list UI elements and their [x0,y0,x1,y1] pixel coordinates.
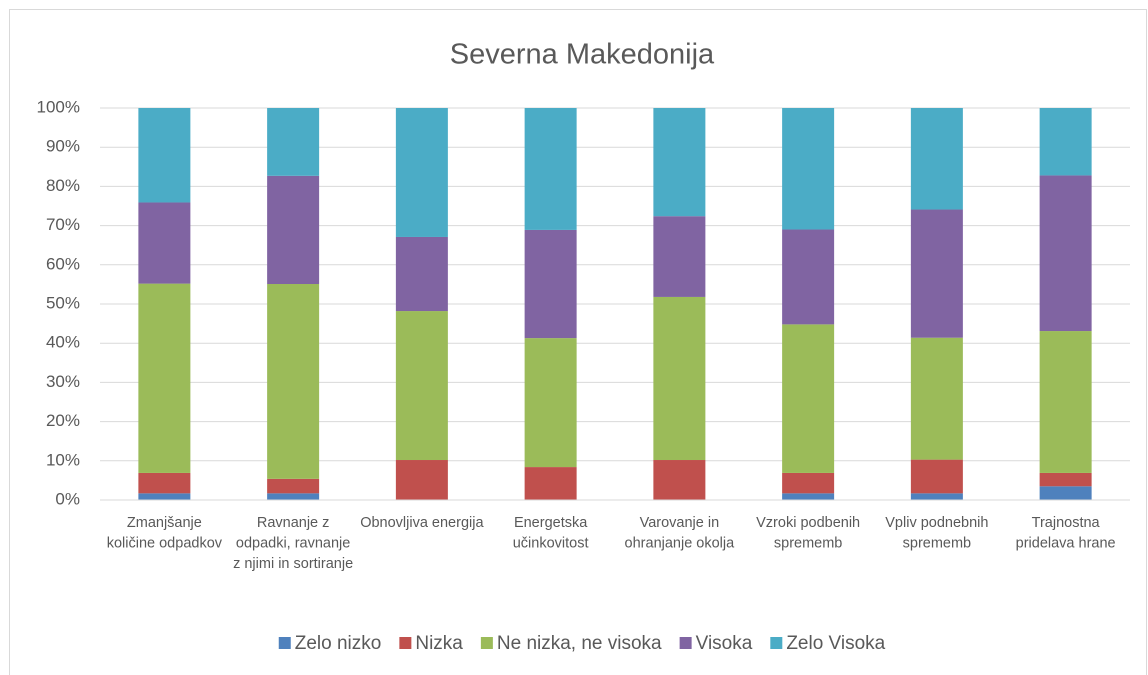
legend-label: Visoka [696,633,753,654]
bar-segment [267,493,320,500]
x-tick-label: Vpliv podnebnih sprememb [885,515,988,552]
bar-segment [782,324,835,473]
x-tick-label-line: sprememb [774,535,843,551]
bar-segment [653,108,706,217]
bar-segment [1039,472,1092,487]
bar-segment [910,108,963,210]
legend-item: Zelo Visoka [770,633,886,654]
legend-item: Visoka [679,633,753,654]
x-tick-label: Energetska učinkovitost [513,515,589,552]
bar-segment [1039,486,1092,500]
x-tick-label-line: Obnovljiva energija [360,515,484,531]
bar-segment [910,337,963,460]
legend-label: Zelo nizko [295,633,382,654]
legend-item: Zelo nizko [278,633,382,654]
legend-label: Nizka [415,633,463,654]
bar-segment [910,209,963,338]
bar-segment [395,311,448,461]
bar-segment [524,467,577,500]
x-tick-label: Zmanjšanje količine odpadkov [107,515,223,552]
y-tick-label: 80% [46,176,80,195]
bar-segment [910,459,963,494]
bar-segment [782,493,835,500]
bar-segment [524,108,577,230]
x-tick-label-line: sprememb [903,535,972,551]
x-tick-label: Varovanje in ohranjanje okolja [625,515,736,552]
bar-segment [267,478,320,494]
bar-segment [138,472,191,494]
bar-segment [782,472,835,494]
bar-segment [267,284,320,479]
legend-item: Nizka [399,633,463,654]
x-tick-label-line: Zmanjšanje [127,515,202,531]
legend-swatch [679,637,692,649]
legend-label: Zelo Visoka [786,633,885,654]
y-tick-label: 30% [46,372,80,391]
x-tick-label-line: odpadki, ravnanje [236,535,350,551]
bar-segment [653,460,706,500]
bar-segment [1039,108,1092,176]
y-tick-label: 10% [46,450,80,469]
y-tick-label: 100% [37,97,80,116]
bar-segment [1039,331,1092,473]
x-tick-label-line: Varovanje in [640,515,720,531]
x-tick-label: Obnovljiva energija [360,515,484,531]
x-tick-label-line: z njimi in sortiranje [233,556,353,572]
x-tick-label-line: Vpliv podnebnih [885,515,988,531]
legend-swatch [770,637,783,649]
y-tick-label: 90% [46,137,80,156]
bar-segment [653,296,706,461]
bar-segment [1039,175,1092,332]
x-tick-label-line: Energetska [514,515,588,531]
bar-segment [653,216,706,297]
bar-segment [782,108,835,230]
legend-label: Ne nizka, ne visoka [497,633,662,654]
y-tick-label: 40% [46,333,80,352]
x-tick-label-line: Trajnostna [1032,515,1101,531]
legend-swatch [480,637,493,649]
y-tick-label: 70% [46,215,80,234]
x-tick-label: Vzroki podbenih sprememb [756,515,860,552]
x-tick-label-line: količine odpadkov [107,535,223,551]
bar-segment [138,283,191,473]
bar-segment [267,108,320,176]
x-tick-label-line: pridelava hrane [1016,535,1116,551]
y-tick-label: 0% [55,489,80,508]
x-tick-label: Trajnostna pridelava hrane [1016,515,1116,552]
bar-segment [138,202,191,284]
bar-segment [524,338,577,468]
legend-swatch [278,637,291,649]
x-tick-label: Ravnanje z odpadki, ravnanje z njimi in so… [233,515,353,572]
bar-segment [267,175,320,285]
bar-segment [395,460,448,500]
bar-segment [138,108,191,203]
x-tick-label-line: ohranjanje okolja [625,535,736,551]
x-tick-label-line: Ravnanje z [257,515,330,531]
legend-item: Ne nizka, ne visoka [480,633,662,654]
y-tick-label: 20% [46,411,80,430]
x-tick-label-line: učinkovitost [513,535,589,551]
y-tick-label: 50% [46,293,80,312]
bar-segment [138,493,191,500]
legend-swatch [399,637,412,649]
bar-segment [524,229,577,339]
bar-segment [395,108,448,237]
bar-segment [910,493,963,500]
bar-segment [395,236,448,312]
x-tick-label-line: Vzroki podbenih [756,515,860,531]
chart-title: Severna Makedonija [450,39,715,71]
y-tick-label: 60% [46,254,80,273]
bar-segment [782,229,835,325]
